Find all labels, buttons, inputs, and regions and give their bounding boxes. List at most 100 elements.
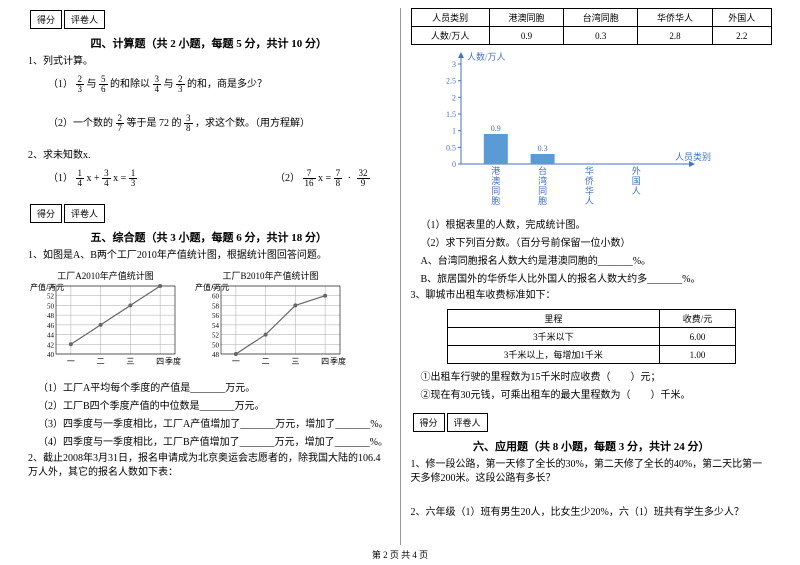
svg-text:50: 50 [47,302,55,310]
q1-intro: 1、列式计算。 [28,55,390,69]
svg-text:人数/万人: 人数/万人 [467,51,506,62]
svg-text:人: 人 [584,196,593,206]
section4-title: 四、计算题（共 2 小题，每题 5 分，共计 10 分） [28,35,390,51]
svg-text:二: 二 [97,357,105,366]
svg-text:同: 同 [491,186,500,196]
svg-text:港: 港 [491,165,500,176]
svg-text:三: 三 [126,357,134,366]
td: 2.8 [638,27,712,45]
svg-text:季度: 季度 [165,356,181,366]
t: 的和除以 [110,79,150,90]
t: （1） [48,79,73,90]
r-subB: B、旅居国外的华侨华人比外国人的报名人数大约多_______%。 [421,270,773,285]
frac: 13 [129,169,138,188]
frac: 78 [334,169,343,188]
svg-text:58: 58 [212,302,220,310]
t: 与 [164,79,174,90]
td: 人数/万人 [411,27,489,45]
t: 的和，商是多少？ [187,79,267,90]
t: （2） [275,173,300,184]
svg-text:0.5: 0.5 [446,143,456,152]
th: 人员类别 [411,9,489,27]
s5q1-4: （4）四季度与一季度相比，工厂B产值增加了_______万元，增加了______… [38,433,390,448]
svg-text:52: 52 [212,332,220,340]
score-box: 得分评卷人 [411,411,773,434]
section5-title: 五、综合题（共 3 小题，每题 6 分，共计 18 分） [28,229,390,245]
svg-text:华: 华 [584,165,593,176]
svg-text:华: 华 [584,185,593,196]
svg-text:胞: 胞 [491,195,500,206]
t: 工厂A2010年产值统计图 [28,269,183,282]
svg-text:50: 50 [212,341,220,349]
chart-a: 工厂A2010年产值统计图 产值/万元4042444648505254一二三四季… [28,269,183,375]
frac: 14 [76,169,85,188]
fare-table: 里程收费/元 3千米以下6.00 3千米以上，每增加1千米1.00 [447,309,736,364]
svg-text:0.9: 0.9 [490,124,500,133]
t: 得分 [30,204,62,223]
svg-text:三: 三 [291,357,299,366]
eq1: （1） 14 x + 34 x = 13 [48,169,137,188]
svg-text:3: 3 [452,60,456,69]
page-footer: 第 2 页 共 4 页 [0,548,800,561]
svg-text:52: 52 [47,293,55,301]
frac: 56 [99,75,108,94]
svg-text:0.3: 0.3 [537,144,547,153]
r-sub2: （2）求下列百分数。（百分号前保留一位小数） [421,234,773,249]
t: （1） [48,173,73,184]
svg-text:季度: 季度 [330,356,346,366]
bar-chart-svg: 人数/万人人员类别00.511.522.530.9港澳同胞0.3台湾同胞华侨华人… [431,49,731,209]
s6-q1: 1、修一段公路，第一天修了全长的30%，第二天修了全长的40%，第二天比第一天多… [411,458,773,486]
t: 里程 [447,310,659,328]
grader-label: 评卷人 [64,10,105,29]
frac: 329 [357,169,370,188]
t: 3千米以下 [447,328,659,346]
score-box: 得分评卷人 [28,8,390,31]
svg-text:0: 0 [452,160,456,169]
chart-b-svg: 产值/万元4850525456586062一二三四季度 [193,282,348,372]
q2-intro: 2、求未知数x. [28,149,390,163]
eq2: （2） 716 x = 78 · 329 [275,169,369,188]
th: 外国人 [712,9,771,27]
svg-text:胞: 胞 [538,195,547,206]
charts-row: 工厂A2010年产值统计图 产值/万元4042444648505254一二三四季… [28,269,390,375]
svg-text:湾: 湾 [538,175,547,186]
frac: 716 [303,169,316,188]
t: 1.00 [660,346,736,364]
svg-text:44: 44 [47,332,55,340]
frac: 27 [116,114,125,133]
q1-part1: （1） 23 与 56 的和除以 34 与 23 的和，商是多少？ [48,75,390,94]
td: 0.3 [564,27,638,45]
s5-q1: 1、如图是A、B两个工厂2010年产值统计图，根据统计图回答问题。 [28,249,390,263]
t: 收费/元 [660,310,736,328]
t: x = [113,173,129,184]
left-column: 得分评卷人 四、计算题（共 2 小题，每题 5 分，共计 10 分） 1、列式计… [20,8,398,545]
s5q1-2: （2）工厂B四个季度产值的中位数是_______万元。 [38,397,390,412]
svg-text:54: 54 [47,283,55,291]
svg-text:40: 40 [47,351,55,359]
svg-text:澳: 澳 [491,175,500,186]
frac: 23 [76,75,85,94]
people-table: 人员类别港澳同胞台湾同胞华侨华人外国人人数/万人0.90.32.82.2 [411,8,773,45]
td: 2.2 [712,27,771,45]
svg-text:46: 46 [47,322,55,330]
svg-text:48: 48 [47,312,55,320]
svg-text:一: 一 [232,357,240,366]
chart-b: 工厂B2010年产值统计图 产值/万元4850525456586062一二三四季… [193,269,348,375]
t: 等于是 72 的 [127,118,182,129]
svg-text:四: 四 [321,357,329,366]
svg-text:外: 外 [631,165,640,176]
svg-text:台: 台 [538,165,547,176]
r-f2: ②现在有30元钱，可乘出租车的最大里程数为（ ）千米。 [421,386,773,401]
t: 得分 [413,413,445,432]
t: 3千米以上，每增加1千米 [447,346,659,364]
svg-text:1: 1 [452,127,456,136]
t: x + [87,173,103,184]
s5q1-1: （1）工厂A平均每个季度的产值是_______万元。 [38,379,390,394]
right-column: 人员类别港澳同胞台湾同胞华侨华人外国人人数/万人0.90.32.82.2 人数/… [403,8,781,545]
t: x = [318,173,334,184]
s6-q2: 2、六年级（1）班有男生20人，比女生少20%，六（1）班共有学生多少人？ [411,506,773,520]
r-f1: ①出租车行驶的里程数为15千米时应收费（ ）元； [421,368,773,383]
svg-text:一: 一 [67,357,75,366]
frac: 34 [153,75,162,94]
th: 港澳同胞 [489,9,563,27]
